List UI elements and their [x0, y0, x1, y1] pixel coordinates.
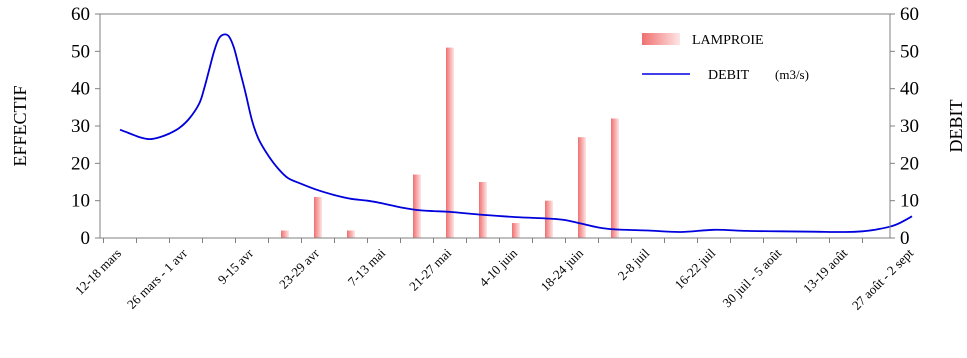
- y-tick-label-right: 60: [900, 4, 919, 25]
- bar-lamproie: [314, 196, 322, 238]
- x-tick-label: 18-24 juin: [537, 245, 586, 294]
- y-tick-label-right: 50: [900, 41, 919, 62]
- y-axis-title-left: EFFECTIF: [10, 85, 30, 166]
- bar-lamproie: [479, 182, 487, 238]
- y-tick-label-right: 30: [900, 116, 919, 137]
- x-tick-label: 13-19 août: [800, 245, 850, 295]
- bar-lamproie: [281, 230, 289, 238]
- y-tick-label-left: 10: [71, 191, 90, 212]
- y-tick-label-left: 30: [71, 116, 90, 137]
- y-tick-label-left: 60: [71, 4, 90, 25]
- y-tick-labels-right: 0 10 20 30 40 50 60: [900, 4, 919, 249]
- y-tick-label-left: 20: [71, 153, 90, 174]
- bar-lamproie: [611, 118, 619, 238]
- bar-lamproie: [578, 137, 586, 238]
- bar-lamproie: [446, 47, 454, 238]
- y-tick-label-left: 40: [71, 79, 90, 100]
- legend: LAMPROIE DEBIT (m3/s): [642, 33, 809, 83]
- x-tick-label: 2-8 juil: [615, 245, 653, 283]
- x-tick-label: 30 juil - 5 août: [719, 245, 784, 310]
- y-axis-title-right: DEBIT: [946, 100, 966, 153]
- legend-bar-swatch: [642, 33, 680, 45]
- y-tick-label-right: 20: [900, 153, 919, 174]
- y-tick-label-right: 40: [900, 79, 919, 100]
- bar-lamproie: [347, 230, 355, 238]
- x-tick-label: 26 mars - 1 avr: [124, 245, 191, 312]
- x-tick-label: 27 août - 2 sept: [849, 245, 917, 313]
- y-tick-label-left: 50: [71, 41, 90, 62]
- legend-bar-label: LAMPROIE: [692, 33, 764, 48]
- bar-lamproie: [512, 223, 520, 238]
- x-tick-label: 21-27 mai: [406, 245, 454, 293]
- y-tick-label-left: 0: [81, 228, 91, 249]
- x-tick-label: 23-29 avr: [276, 245, 323, 292]
- axis-ticks: [95, 13, 895, 243]
- y-tick-label-right: 0: [900, 228, 910, 249]
- x-tick-label: 7-13 mai: [345, 245, 389, 289]
- x-tick-label: 12-18 mars: [72, 246, 124, 298]
- y-tick-label-right: 10: [900, 191, 919, 212]
- bar-lamproie: [413, 174, 421, 238]
- y-tick-labels-left: 0 10 20 30 40 50 60: [71, 4, 90, 249]
- lamproie-bars: [281, 47, 619, 238]
- line-debit: [119, 33, 913, 233]
- x-tick-labels: 12-18 mars 26 mars - 1 avr 9-15 avr 23-29 a…: [72, 245, 916, 313]
- x-tick-label: 4-10 juin: [476, 245, 520, 289]
- legend-line-unit: (m3/s): [775, 67, 809, 82]
- debit-line-layer: [119, 33, 913, 233]
- x-tick-label: 16-22 juil: [672, 245, 719, 292]
- x-tick-label: 9-15 avr: [215, 245, 257, 287]
- legend-line-label: DEBIT: [708, 68, 750, 83]
